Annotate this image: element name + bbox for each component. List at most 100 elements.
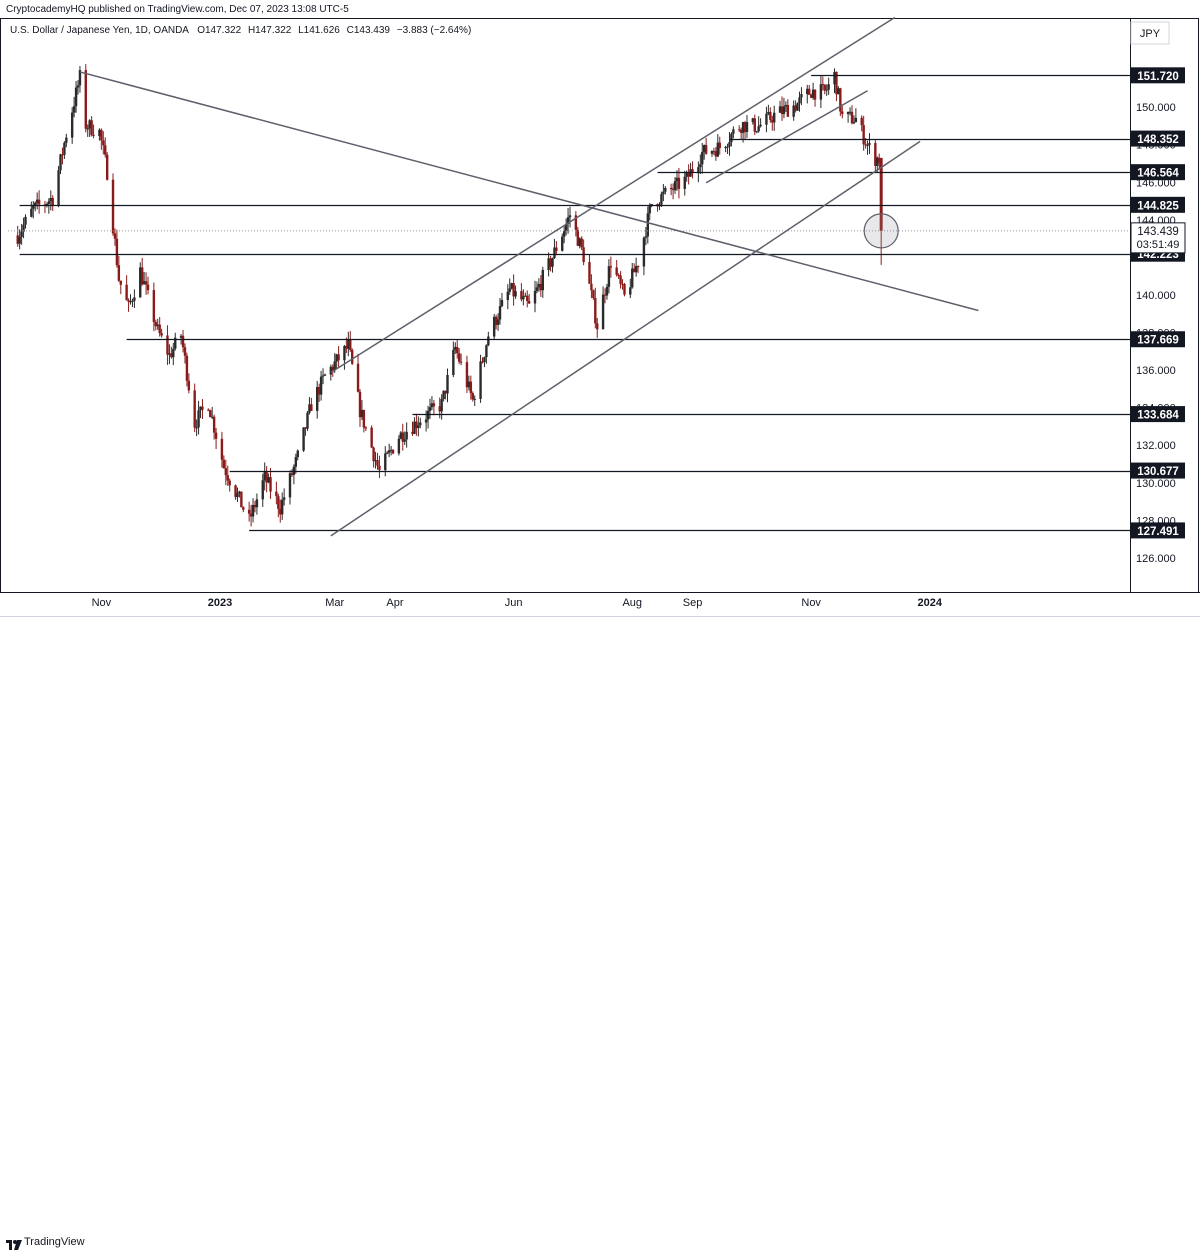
candle-body — [86, 128, 89, 130]
candle-body — [751, 118, 755, 123]
candle-body — [782, 106, 786, 115]
candle-body — [664, 187, 667, 192]
publisher-caption: CryptocademyHQ published on TradingView.… — [6, 4, 349, 15]
trendline — [330, 140, 921, 537]
candle-body — [444, 390, 447, 394]
candle-body — [374, 460, 377, 462]
trendline — [705, 90, 868, 184]
symbol-name: U.S. Dollar / Japanese Yen, 1D, OANDA — [10, 25, 189, 36]
price-level-label: 133.684 — [1137, 410, 1179, 422]
candle-body — [209, 410, 212, 418]
candle-body — [251, 504, 255, 517]
candle-body — [724, 147, 727, 149]
candle-body — [111, 179, 115, 234]
candle-body — [207, 409, 210, 411]
candle-body — [765, 113, 768, 125]
candle-body — [728, 142, 731, 147]
candle-body — [47, 201, 51, 205]
candle-body — [524, 295, 527, 297]
candle-body — [619, 275, 622, 284]
candle-body — [57, 170, 60, 206]
axes: JPY126.000128.000130.000132.000134.00013… — [92, 21, 1176, 609]
candle-body — [714, 151, 718, 157]
candle-body — [496, 319, 500, 325]
candle-body — [535, 287, 539, 291]
candle-body — [65, 137, 68, 143]
candle-body — [514, 291, 517, 297]
candle-body — [471, 393, 474, 400]
last-price-tag — [1130, 222, 1186, 254]
candle-body — [139, 267, 142, 298]
candle-body — [712, 151, 716, 153]
candle-body — [389, 449, 393, 451]
candle-body — [778, 106, 782, 113]
candle-body — [541, 269, 544, 291]
candle-body — [835, 71, 838, 95]
candle-body — [864, 144, 867, 146]
candle-body — [181, 335, 185, 348]
candle-body — [294, 457, 298, 467]
candle-body — [527, 301, 531, 304]
candle-body — [306, 412, 309, 429]
candle-body — [459, 361, 463, 363]
candle-body — [51, 197, 54, 206]
candle-body — [549, 258, 552, 267]
low-value: 141.626 — [303, 25, 340, 36]
candle-body — [617, 274, 620, 276]
candle-body — [621, 283, 624, 285]
candle-body — [242, 507, 245, 510]
candle-body — [539, 284, 543, 291]
candle-body — [376, 460, 379, 466]
candle-body — [580, 238, 583, 248]
candle-body — [249, 513, 253, 517]
y-tick-label: 150.000 — [1136, 102, 1176, 114]
candle-body — [105, 154, 109, 180]
candle-body — [391, 449, 395, 454]
candle-body — [240, 491, 243, 508]
candle-body — [156, 324, 159, 327]
candle-body — [321, 375, 325, 377]
x-tick-label: 2024 — [918, 597, 943, 609]
price-chart[interactable]: JPY126.000128.000130.000132.000134.00013… — [0, 0, 1200, 640]
candle-body — [526, 295, 529, 302]
candle-body — [755, 131, 758, 133]
candle-body — [699, 164, 702, 168]
high-label: H — [247, 25, 256, 36]
candle-body — [607, 266, 611, 287]
candle-body — [210, 416, 214, 418]
candle-body — [780, 106, 784, 115]
candle-body — [841, 111, 844, 115]
candle-body — [362, 409, 366, 428]
candle-body — [419, 422, 422, 426]
candle-body — [551, 258, 554, 267]
candle-body — [753, 118, 756, 132]
highlight-circle — [863, 213, 899, 249]
candle-body — [74, 87, 78, 107]
candle-body — [72, 106, 76, 113]
candle-body — [397, 438, 401, 454]
candle-body — [183, 347, 187, 356]
candle-body — [759, 124, 762, 127]
y-tick-label: 136.000 — [1136, 365, 1176, 377]
candle-body — [741, 122, 745, 133]
candle-body — [92, 134, 95, 136]
candle-body — [302, 427, 305, 451]
candle-body — [228, 480, 231, 486]
change-value: −3.883 (−2.64%) — [396, 25, 472, 36]
candle-body — [347, 339, 350, 349]
candle-body — [197, 410, 200, 428]
currency-label: JPY — [1140, 28, 1161, 40]
candle-body — [631, 268, 634, 288]
candle-body — [739, 129, 743, 133]
low-label: L — [298, 25, 304, 36]
candle-body — [119, 280, 122, 285]
x-tick-label: Aug — [622, 597, 642, 609]
candle-body — [364, 427, 368, 429]
price-level-label: 137.669 — [1137, 335, 1179, 347]
price-level-label: 130.677 — [1137, 466, 1179, 478]
candle-body — [370, 427, 373, 448]
x-tick-label: Sep — [683, 597, 703, 609]
candle-body — [701, 151, 704, 165]
candle-body — [457, 353, 461, 362]
candle-body — [578, 238, 581, 246]
